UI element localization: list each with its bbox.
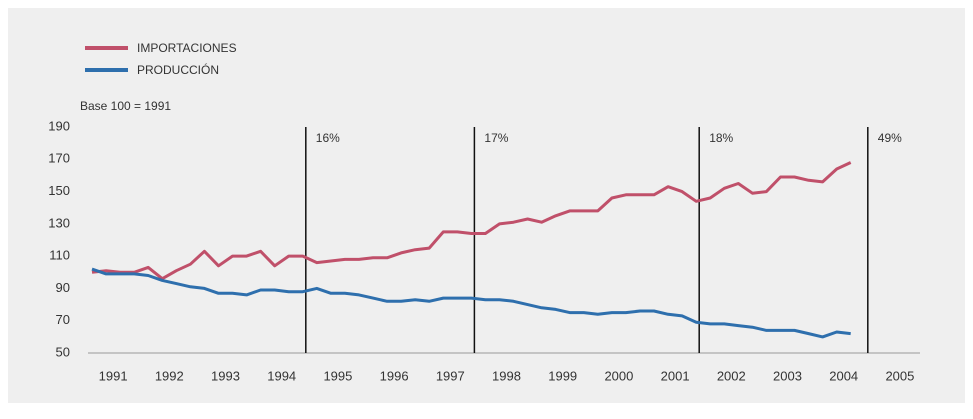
- divider-label: 17%: [484, 131, 508, 145]
- x-tick-label: 1997: [436, 368, 465, 383]
- x-tick-label: 2002: [717, 368, 746, 383]
- subtitle: Base 100 = 1991: [80, 99, 171, 113]
- x-tick-label: 2004: [829, 368, 858, 383]
- panel: [8, 8, 965, 403]
- x-tick-label: 2000: [604, 368, 633, 383]
- x-tick-label: 1991: [99, 368, 128, 383]
- divider-label: 16%: [316, 131, 340, 145]
- legend-label: IMPORTACIONES: [137, 41, 237, 55]
- x-tick-label: 2005: [885, 368, 914, 383]
- x-tick-label: 2001: [661, 368, 690, 383]
- y-tick-label: 150: [48, 183, 70, 198]
- legend-label: PRODUCCIÓN: [137, 62, 219, 77]
- x-tick-label: 1999: [548, 368, 577, 383]
- y-tick-label: 130: [48, 215, 70, 230]
- y-tick-label: 50: [56, 344, 70, 359]
- series-line: [91, 161, 852, 281]
- x-tick-label: 1992: [155, 368, 184, 383]
- x-tick-label: 1995: [323, 368, 352, 383]
- series-line: [91, 267, 851, 339]
- x-tick-label: 2003: [773, 368, 802, 383]
- y-tick-label: 110: [49, 248, 70, 263]
- x-tick-label: 1993: [211, 368, 240, 383]
- x-tick-label: 1996: [380, 368, 409, 383]
- divider-label: 18%: [709, 131, 733, 145]
- y-tick-label: 170: [48, 151, 70, 166]
- x-tick-label: 1998: [492, 368, 521, 383]
- x-tick-label: 1994: [267, 368, 296, 383]
- y-tick-label: 70: [56, 312, 70, 327]
- y-tick-label: 90: [56, 280, 70, 295]
- y-tick-label: 190: [48, 118, 70, 133]
- divider-label: 49%: [878, 131, 902, 145]
